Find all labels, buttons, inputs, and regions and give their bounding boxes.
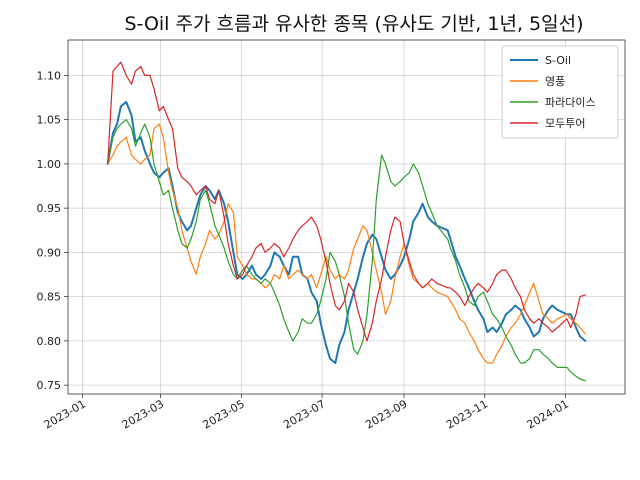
y-tick-label: 0.85 bbox=[37, 291, 62, 304]
y-tick-label: 1.05 bbox=[37, 114, 62, 127]
y-tick-label: 0.90 bbox=[37, 246, 62, 259]
series-lines bbox=[106, 61, 587, 382]
y-tick-label: 0.95 bbox=[37, 202, 62, 215]
y-tick-label: 0.75 bbox=[37, 379, 62, 392]
legend-label-1: S-Oil bbox=[545, 54, 571, 67]
legend-box bbox=[501, 45, 619, 139]
grid bbox=[68, 40, 625, 394]
chart-title: S-Oil 주가 흐름과 유사한 종목 (유사도 기반, 1년, 5일선) bbox=[125, 13, 584, 35]
legend-label-2: 영풍 bbox=[545, 75, 565, 88]
series-line-3 bbox=[107, 119, 586, 382]
y-tick-label: 1.10 bbox=[37, 69, 62, 82]
legend-label-4: 모두투어 bbox=[545, 117, 585, 130]
series-line-1 bbox=[106, 100, 587, 364]
y-tick-label: 0.80 bbox=[37, 335, 62, 348]
series-line-2 bbox=[107, 123, 586, 364]
y-tick-label: 1.00 bbox=[37, 158, 62, 171]
series-line-4 bbox=[107, 61, 586, 342]
legend-label-3: 파라다이스 bbox=[545, 96, 596, 109]
plot-frame bbox=[67, 39, 626, 395]
